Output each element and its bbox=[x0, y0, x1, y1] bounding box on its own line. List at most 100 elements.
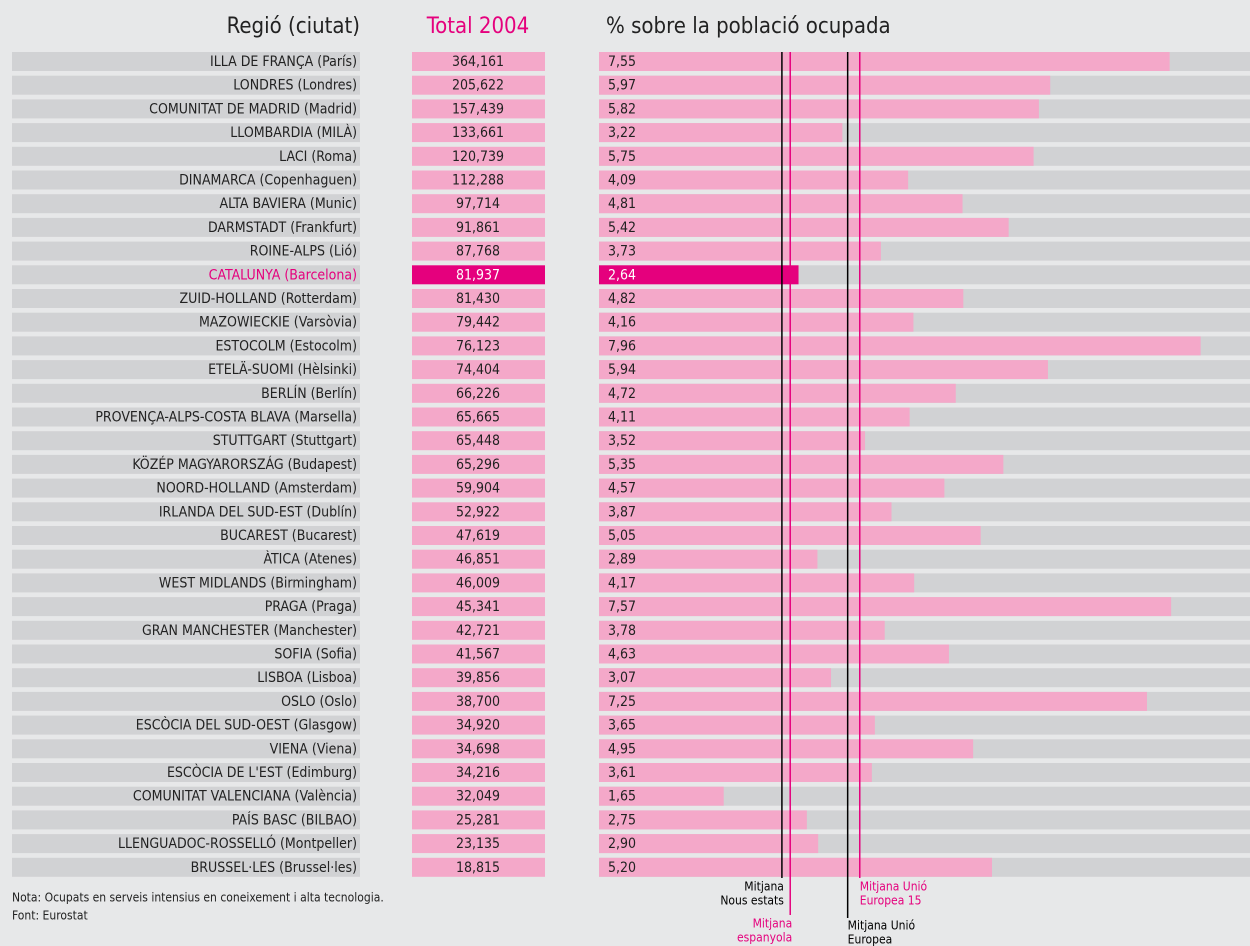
row-bg bbox=[12, 573, 360, 593]
value-label: 5,82 bbox=[608, 101, 636, 117]
total-label: 65,296 bbox=[456, 457, 500, 473]
bar bbox=[599, 265, 799, 285]
value-label: 5,35 bbox=[608, 457, 636, 473]
total-cell bbox=[412, 834, 545, 854]
reference-label: Mitjana Unió bbox=[848, 919, 916, 933]
value-label: 4,11 bbox=[608, 410, 636, 426]
value-label: 4,17 bbox=[608, 575, 636, 591]
category-label: ILLA DE FRANÇA (París) bbox=[210, 54, 357, 70]
category-label: ESTOCOLM (Estocolm) bbox=[215, 338, 357, 354]
category-label: BRUSSEL·LES (Brussel·les) bbox=[191, 860, 357, 876]
category-label: LLENGUADOC-ROSSELLÓ (Montpeller) bbox=[118, 834, 357, 852]
category-label: MAZOWIECKIE (Varsòvia) bbox=[199, 315, 357, 331]
category-label: DINAMARCA (Copenhaguen) bbox=[179, 173, 357, 189]
value-label: 4,57 bbox=[608, 481, 636, 497]
value-label: 3,87 bbox=[608, 504, 636, 520]
value-label: 4,63 bbox=[608, 647, 636, 663]
total-cell bbox=[412, 75, 545, 95]
value-label: 7,96 bbox=[608, 338, 636, 354]
value-label: 2,89 bbox=[608, 552, 636, 568]
value-label: 4,95 bbox=[608, 741, 636, 757]
total-label: 25,281 bbox=[456, 812, 500, 828]
bar bbox=[599, 597, 1172, 617]
total-cell bbox=[412, 383, 545, 403]
total-cell bbox=[412, 265, 545, 285]
value-label: 5,97 bbox=[608, 78, 636, 94]
bar bbox=[599, 289, 964, 308]
category-label: PAÍS BASC (BILBAO) bbox=[232, 811, 357, 828]
bar bbox=[599, 644, 949, 664]
reference-label: Mitjana Unió bbox=[860, 880, 928, 894]
row-bg bbox=[12, 597, 360, 617]
bar bbox=[599, 668, 832, 688]
bar bbox=[599, 99, 1039, 119]
total-label: 18,815 bbox=[456, 860, 500, 876]
category-label: LONDRES (Londres) bbox=[233, 78, 357, 94]
bar bbox=[599, 217, 1009, 237]
reference-label: Europea 15 bbox=[860, 894, 922, 908]
category-label: ALTA BAVIERA (Munic) bbox=[220, 196, 357, 212]
total-label: 81,937 bbox=[456, 267, 500, 283]
value-label: 3,78 bbox=[608, 623, 636, 639]
total-label: 23,135 bbox=[456, 836, 500, 852]
row-bg bbox=[12, 763, 360, 782]
row-bg bbox=[12, 715, 360, 735]
total-cell bbox=[412, 857, 545, 877]
value-label: 1,65 bbox=[608, 789, 636, 805]
value-label: 3,61 bbox=[608, 765, 636, 781]
row-bg bbox=[12, 620, 360, 640]
total-cell bbox=[412, 573, 545, 593]
total-label: 65,665 bbox=[456, 410, 500, 426]
total-cell bbox=[412, 810, 545, 830]
bar bbox=[599, 336, 1201, 356]
total-label: 32,049 bbox=[456, 789, 500, 805]
total-label: 97,714 bbox=[456, 196, 500, 212]
row-bg bbox=[12, 170, 360, 190]
total-cell bbox=[412, 502, 545, 522]
header: % sobre la població ocupada bbox=[606, 14, 891, 39]
row-bg bbox=[12, 241, 360, 261]
value-label: 4,16 bbox=[608, 315, 636, 331]
total-cell bbox=[412, 312, 545, 332]
category-label: VIENA (Viena) bbox=[270, 741, 357, 757]
row-bg bbox=[12, 431, 360, 451]
bar bbox=[599, 786, 724, 806]
total-label: 59,904 bbox=[456, 481, 500, 497]
category-label: COMUNITAT DE MADRID (Madrid) bbox=[149, 101, 357, 117]
value-label: 7,25 bbox=[608, 694, 636, 710]
row-bg bbox=[12, 502, 360, 522]
bar bbox=[599, 194, 963, 214]
category-label: BERLÍN (Berlín) bbox=[261, 385, 357, 402]
total-cell bbox=[412, 360, 545, 380]
total-cell bbox=[412, 146, 545, 166]
category-label: KÖZÉP MAGYARORSZÁG (Budapest) bbox=[132, 455, 357, 473]
total-label: 34,216 bbox=[456, 765, 500, 781]
category-label: OSLO (Oslo) bbox=[281, 694, 357, 710]
value-label: 7,55 bbox=[608, 54, 636, 70]
total-cell bbox=[412, 194, 545, 214]
row-bg bbox=[12, 123, 360, 143]
row-bg bbox=[12, 336, 360, 356]
total-label: 45,341 bbox=[456, 599, 500, 615]
row-bg bbox=[12, 810, 360, 830]
value-label: 5,05 bbox=[608, 528, 636, 544]
total-cell bbox=[412, 407, 545, 427]
value-label: 4,81 bbox=[608, 196, 636, 212]
bar bbox=[599, 573, 915, 593]
total-cell bbox=[412, 597, 545, 617]
category-label: LACI (Roma) bbox=[279, 149, 357, 165]
total-label: 65,448 bbox=[456, 433, 500, 449]
total-label: 46,851 bbox=[456, 552, 500, 568]
total-cell bbox=[412, 52, 545, 71]
category-label: ROINE-ALPS (Lió) bbox=[250, 244, 357, 260]
bar bbox=[599, 478, 945, 498]
reference-label: Mitjana bbox=[753, 917, 793, 931]
total-label: 38,700 bbox=[456, 694, 500, 710]
total-label: 157,439 bbox=[452, 101, 504, 117]
row-bg bbox=[12, 857, 360, 877]
total-cell bbox=[412, 691, 545, 711]
category-label: COMUNITAT VALENCIANA (València) bbox=[133, 789, 357, 805]
bar bbox=[599, 383, 956, 403]
category-label: PRAGA (Praga) bbox=[265, 599, 357, 615]
